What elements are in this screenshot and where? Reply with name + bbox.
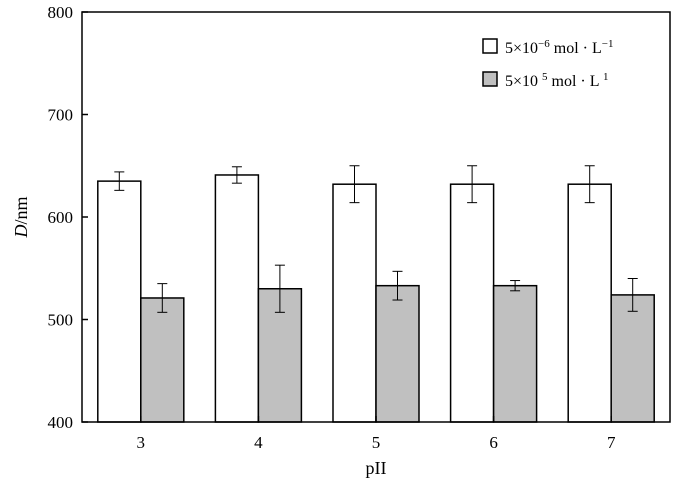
bars-layer (97, 174, 655, 423)
legend: 5×10−6 mol · L−1 5×10 5 mol · L 1 (482, 38, 613, 90)
x-tick-label: 5 (372, 433, 381, 452)
x-tick-label: 7 (607, 433, 616, 452)
x-tick-label: 4 (254, 433, 263, 452)
x-tick-label: 6 (489, 433, 498, 452)
bar-series-2-5 (375, 284, 420, 423)
error-bars-layer (114, 165, 638, 313)
x-axis: 3 4 5 6 7 (137, 416, 616, 452)
x-tick-label: 3 (137, 433, 146, 452)
bar-series-1-7 (567, 183, 612, 423)
y-tick-label: 500 (48, 311, 74, 330)
bar-series-1-3 (97, 180, 142, 423)
bar-series-2-6 (492, 284, 538, 423)
bar-series-1-6 (449, 183, 495, 423)
legend-label-series-2: 5×10 5 mol · L 1 (505, 71, 608, 90)
y-axis: 400 500 600 700 800 (48, 3, 88, 432)
y-axis-title: D/nm (11, 196, 31, 238)
y-tick-label: 400 (48, 413, 74, 432)
legend-label-series-1: 5×10−6 mol · L−1 (505, 38, 613, 57)
bar-series-1-5 (332, 183, 377, 423)
legend-swatch-series-2 (482, 71, 498, 87)
bar-series-2-3 (140, 297, 185, 423)
bar-series-1-4 (214, 174, 260, 423)
legend-swatch-series-1 (482, 38, 498, 54)
y-tick-label: 800 (48, 3, 74, 22)
y-tick-label: 700 (48, 106, 74, 125)
x-axis-title: pII (366, 458, 387, 478)
bar-series-2-7 (610, 294, 655, 423)
y-tick-label: 600 (48, 208, 74, 227)
